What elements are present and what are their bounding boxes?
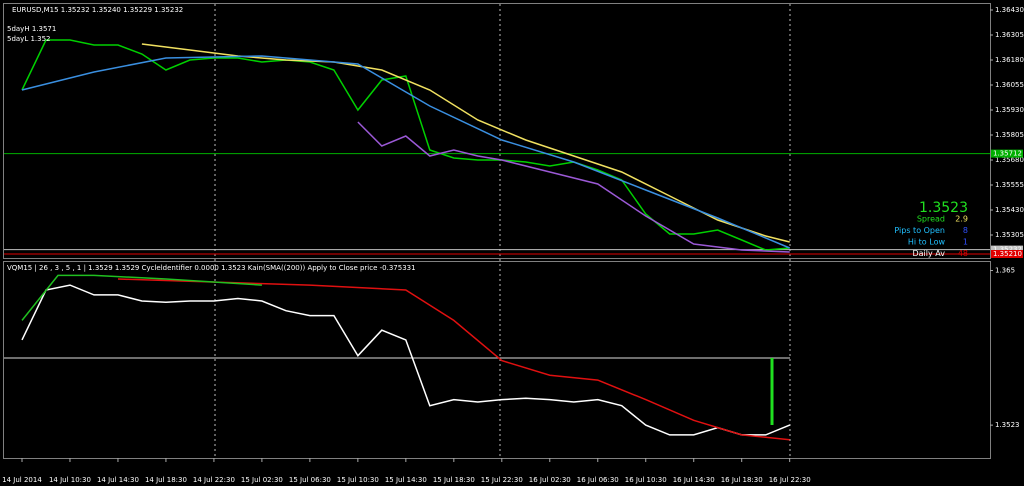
price-tag: [991, 250, 1023, 258]
x-tick-label: 14 Jul 14:30: [97, 476, 139, 484]
y-tick-label: 1.3523: [995, 421, 1020, 429]
y-tick-label: 1.36180: [995, 56, 1024, 64]
y-tick-label: 1.35555: [995, 181, 1024, 189]
info-price: 1.3523: [919, 200, 968, 216]
series-line: [117, 278, 790, 441]
series-line: [21, 274, 262, 321]
annotation: 5dayH 1.3571: [7, 25, 56, 33]
x-tick-label: 14 Jul 10:30: [49, 476, 91, 484]
price-tag-label: 1.35210: [993, 250, 1022, 258]
x-tick-label: 14 Jul 22:30: [193, 476, 235, 484]
x-tick-label: 16 Jul 10:30: [625, 476, 667, 484]
x-tick-label: 15 Jul 06:30: [289, 476, 331, 484]
x-tick-label: 15 Jul 18:30: [433, 476, 475, 484]
info-value: 1: [963, 238, 968, 247]
info-value: 8: [963, 226, 968, 235]
main-panel-frame: [3, 3, 991, 259]
y-tick-label: 1.36055: [995, 81, 1024, 89]
x-tick-label: 16 Jul 22:30: [769, 476, 811, 484]
x-tick-label: 15 Jul 02:30: [241, 476, 283, 484]
series-line: [357, 121, 790, 253]
y-tick-label: 1.35680: [995, 156, 1024, 164]
y-tick-label: 1.365: [995, 267, 1015, 275]
day-separators: [214, 4, 791, 458]
x-tick-label: 16 Jul 06:30: [577, 476, 619, 484]
x-tick-label: 14 Jul 18:30: [145, 476, 187, 484]
y-tick-label: 1.35430: [995, 206, 1024, 214]
x-tick-label: 16 Jul 18:30: [721, 476, 763, 484]
info-label: Pips to Open: [894, 226, 945, 235]
y-tick-label: 1.35805: [995, 131, 1024, 139]
series-line: [21, 39, 790, 251]
info-label: Hi to Low: [908, 238, 946, 247]
x-tick-label: 16 Jul 02:30: [529, 476, 571, 484]
info-label: Spread: [917, 215, 945, 224]
indicator-panel-frame: [3, 261, 991, 459]
y-tick-label: 1.36305: [995, 31, 1024, 39]
panel-title: EURUSD,M15 1.35232 1.35240 1.35229 1.352…: [12, 6, 183, 14]
x-tick-label: 14 Jul 2014: [2, 476, 42, 484]
info-value: 2.9: [955, 215, 968, 224]
x-tick-label: 16 Jul 14:30: [673, 476, 715, 484]
x-tick-label: 15 Jul 14:30: [385, 476, 427, 484]
x-tick-label: 15 Jul 22:30: [481, 476, 523, 484]
annotation: 5dayL 1.352: [7, 35, 51, 43]
panel-title: VQM15 | 26 , 3 , 5 , 1 | 1.3529 1.3529 C…: [7, 264, 416, 272]
y-tick-label: 1.35305: [995, 231, 1024, 239]
series-line: [21, 55, 790, 249]
info-value: 48: [958, 249, 968, 258]
price-tag-label: 1.35712: [993, 150, 1022, 158]
y-tick-label: 1.36430: [995, 6, 1024, 14]
series-line: [21, 284, 790, 436]
price-tag: [991, 245, 1023, 254]
info-label: Daily Av: [912, 249, 945, 258]
y-tick-label: 1.35930: [995, 106, 1024, 114]
x-tick-label: 15 Jul 10:30: [337, 476, 379, 484]
price-tag: [991, 149, 1023, 158]
price-tag-label: 1.35232: [993, 246, 1022, 254]
